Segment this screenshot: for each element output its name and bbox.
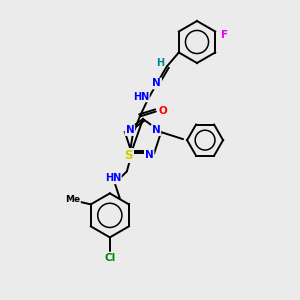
Text: Cl: Cl	[104, 254, 116, 263]
Text: Me: Me	[65, 195, 80, 204]
Text: F: F	[220, 29, 228, 40]
Text: S: S	[124, 149, 133, 162]
Text: N: N	[152, 125, 161, 135]
Text: N: N	[126, 125, 134, 135]
Text: HN: HN	[105, 173, 121, 183]
Text: HN: HN	[133, 92, 149, 101]
Text: H: H	[156, 58, 164, 68]
Text: N: N	[145, 150, 154, 161]
Text: N: N	[152, 79, 161, 88]
Text: O: O	[158, 106, 167, 116]
